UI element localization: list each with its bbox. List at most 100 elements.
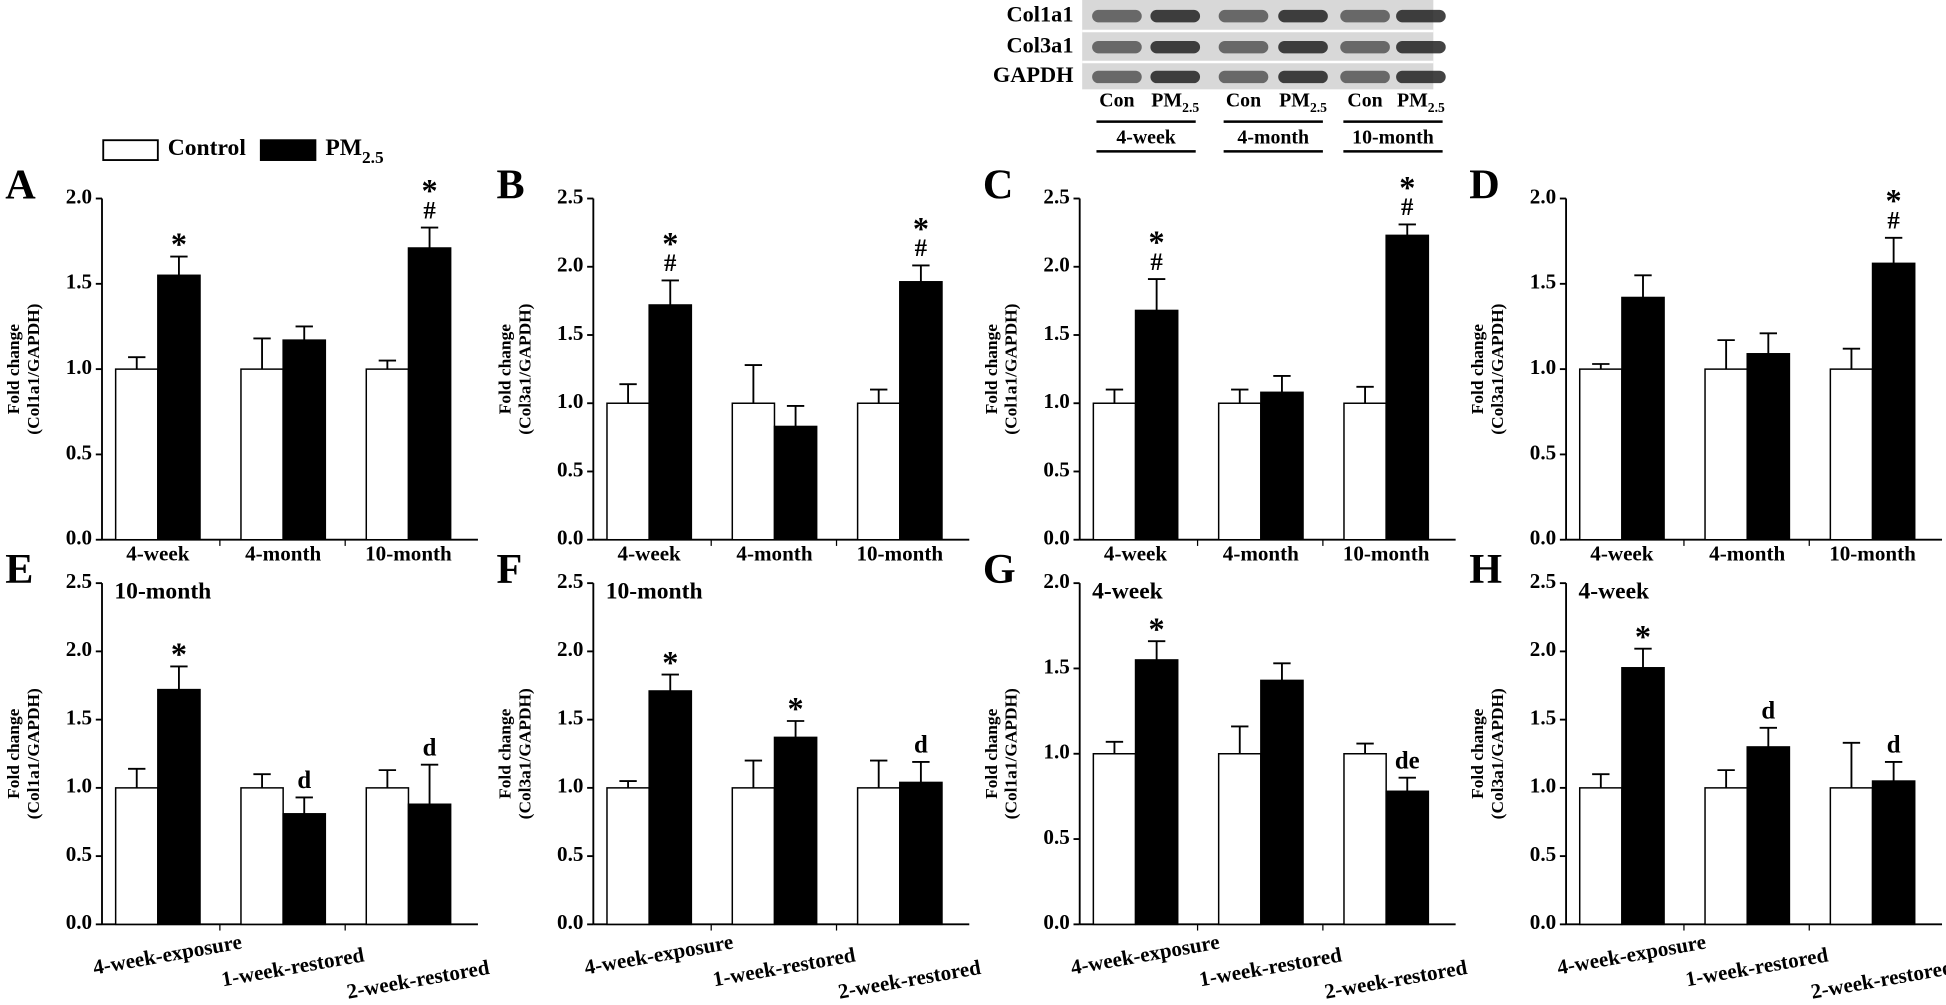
y-tick-label: 1.5: [1530, 270, 1556, 294]
panel-letter: C: [983, 161, 1013, 208]
bar: [856, 787, 901, 926]
lane-text: PM: [1151, 89, 1182, 111]
y-tick-label: 2.5: [557, 569, 583, 593]
error-bar: [1273, 375, 1291, 393]
error-bar: [420, 763, 439, 805]
significance-mark: #: [1887, 208, 1900, 235]
error-bar: [1842, 741, 1861, 788]
y-tick-label: 2.5: [1530, 569, 1556, 593]
bar: [606, 787, 650, 926]
blot-band: [1340, 40, 1390, 54]
bar: [899, 281, 943, 541]
y-tick-label: 1.5: [557, 321, 583, 345]
error-bar: [1273, 662, 1291, 681]
bar: [240, 368, 284, 541]
bar: [1217, 753, 1262, 926]
blot-band: [1218, 70, 1269, 84]
significance-mark: #: [423, 197, 436, 224]
significance-mark: #: [1401, 194, 1414, 221]
y-tick-label: 2.0: [66, 637, 92, 661]
y-tick-label: 2.5: [557, 184, 583, 208]
error-bar: [1356, 742, 1374, 754]
error-bar: [1398, 223, 1416, 236]
blot-band: [1278, 40, 1328, 54]
error-bar: [1634, 274, 1652, 298]
bar: [157, 274, 201, 541]
y-tick-label: 1.5: [1043, 654, 1069, 678]
significance-mark: d: [1887, 732, 1901, 759]
lane-text: Con: [1226, 89, 1261, 111]
x-tick-label: 4-week: [126, 542, 189, 566]
blot-band: [1278, 9, 1328, 23]
error-bar: [619, 383, 637, 404]
bar: [157, 688, 201, 926]
blot-lane-label: Con: [1099, 89, 1134, 111]
blot-band: [1396, 40, 1446, 54]
error-bar: [1634, 647, 1652, 668]
error-bar: [870, 759, 888, 788]
y-tick-label: 0.5: [1530, 842, 1556, 866]
blot-band: [1150, 9, 1201, 23]
error-bar: [295, 796, 313, 814]
bar: [1260, 679, 1304, 926]
y-axis-label: (Col3a1/GAPDH): [1488, 303, 1507, 434]
panel-subtitle: 10-month: [606, 578, 703, 604]
significance-mark: d: [297, 767, 311, 794]
blot-band: [1278, 70, 1328, 84]
y-tick-label: 0.5: [1043, 457, 1069, 481]
bar: [773, 736, 818, 926]
lane-sub: 2.5: [1182, 100, 1199, 115]
blot-lane-label: Con: [1347, 89, 1382, 111]
error-bar: [912, 761, 930, 783]
y-tick-label: 2.0: [557, 253, 583, 277]
error-bar: [912, 264, 930, 282]
y-tick-label: 1.5: [66, 705, 92, 729]
lane-text: PM: [1279, 89, 1310, 111]
y-tick-label: 2.0: [1530, 637, 1556, 661]
bar: [1385, 234, 1430, 541]
error-bar: [1717, 339, 1735, 370]
x-tick-label: 4-week: [1590, 542, 1653, 566]
significance-mark: *: [171, 226, 187, 262]
y-axis-label: Fold change: [1468, 708, 1487, 798]
significance-mark: d: [914, 732, 928, 759]
bar: [365, 787, 410, 926]
y-tick-label: 0.5: [66, 842, 92, 866]
bar: [899, 781, 943, 926]
blot-lane-label: PM2.5: [1151, 89, 1199, 115]
bar: [240, 787, 284, 926]
significance-mark: *: [171, 636, 187, 672]
error-bar: [619, 780, 637, 788]
blot-band: [1218, 9, 1269, 23]
blot-row-label: Col3a1: [1006, 32, 1073, 57]
significance-mark: #: [664, 250, 677, 277]
significance-mark: *: [1635, 618, 1651, 654]
error-bar: [253, 773, 271, 788]
y-tick-label: 0.5: [557, 842, 583, 866]
y-tick-label: 1.5: [66, 270, 92, 294]
y-tick-label: 0.5: [1530, 440, 1556, 464]
y-axis-label: Fold change: [4, 324, 23, 414]
bar: [407, 803, 452, 926]
error-bar: [1759, 332, 1777, 354]
y-axis-label: Fold change: [982, 708, 1001, 798]
panel-letter: F: [497, 546, 523, 593]
panel-letter: D: [1469, 161, 1499, 208]
blot-row-label: GAPDH: [993, 62, 1074, 87]
y-tick-label: 1.5: [1043, 321, 1069, 345]
y-tick-label: 0.0: [1043, 910, 1069, 934]
x-tick-label: 2-week-restored: [1809, 955, 1946, 1004]
bar: [1134, 309, 1179, 541]
error-bar: [1759, 726, 1777, 747]
bar: [1871, 262, 1916, 541]
y-tick-label: 1.5: [557, 705, 583, 729]
bar: [1385, 790, 1430, 926]
y-tick-label: 1.0: [1043, 389, 1069, 413]
bar: [1578, 787, 1623, 926]
error-bar: [420, 226, 439, 248]
y-tick-label: 0.5: [557, 457, 583, 481]
y-axis-label: Fold change: [4, 708, 23, 798]
y-tick-label: 2.5: [66, 569, 92, 593]
bar: [1871, 780, 1916, 926]
